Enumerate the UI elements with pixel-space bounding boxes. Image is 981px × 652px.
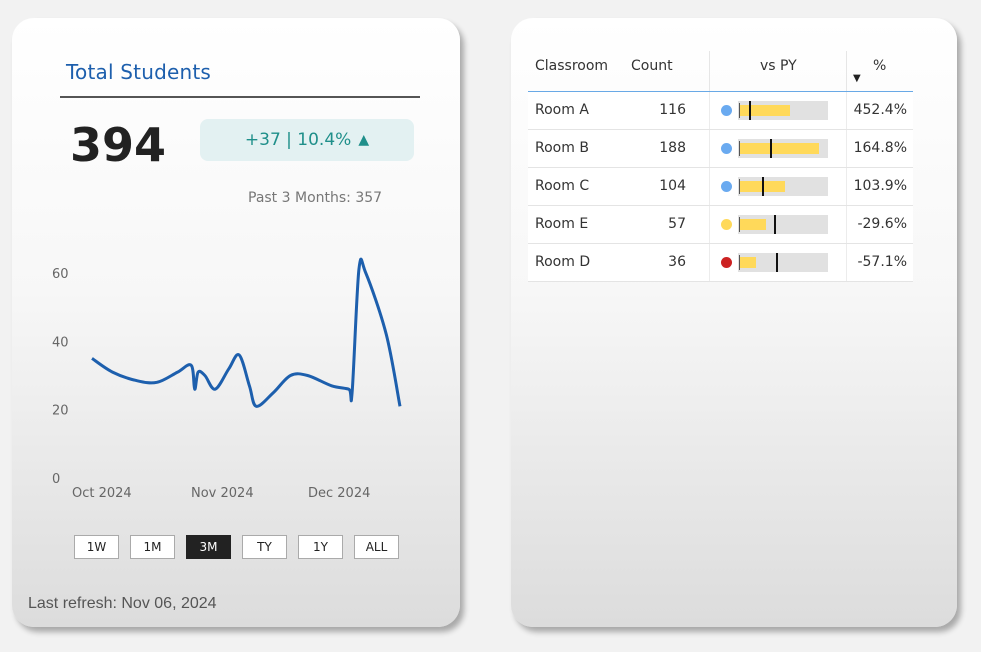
bullet-target-marker [776, 253, 779, 272]
status-dot-icon [721, 219, 732, 230]
bullet-target-marker [774, 215, 777, 234]
status-dot-icon [721, 257, 732, 268]
past-period-text: Past 3 Months: 357 [248, 190, 383, 206]
bullet-target-marker [748, 101, 751, 120]
range-button-3m[interactable]: 3M [186, 535, 231, 559]
bullet-target-marker [761, 177, 764, 196]
room-percent: 452.4% [853, 102, 907, 118]
table-row[interactable]: Room B 188 164.8% [528, 130, 913, 168]
x-tick-label: Nov 2024 [191, 486, 254, 501]
range-button-1w[interactable]: 1W [74, 535, 119, 559]
column-divider [846, 244, 847, 281]
header-divider [709, 51, 710, 91]
change-text: +37 | 10.4% [244, 130, 352, 150]
y-tick-label: 0 [52, 472, 60, 487]
table-row[interactable]: Room C 104 103.9% [528, 168, 913, 206]
room-percent: -57.1% [857, 254, 907, 270]
bullet-baseline [739, 141, 740, 156]
column-divider [709, 92, 710, 129]
time-range-selector: 1W 1M 3M TY 1Y ALL [74, 535, 399, 559]
bullet-actual-fill [740, 105, 790, 116]
bullet-actual-fill [740, 219, 766, 230]
bullet-actual-fill [740, 143, 820, 154]
vs-py-bullet-bar [738, 215, 828, 234]
room-name: Room A [535, 102, 589, 118]
status-dot-icon [721, 181, 732, 192]
column-divider [846, 168, 847, 205]
bullet-baseline [739, 103, 740, 118]
room-name: Room E [535, 216, 589, 232]
column-divider [709, 206, 710, 243]
vs-py-bullet-bar [738, 253, 828, 272]
bullet-baseline [739, 217, 740, 232]
room-count: 116 [659, 102, 686, 118]
column-divider [846, 92, 847, 129]
range-button-ty[interactable]: TY [242, 535, 287, 559]
room-percent: -29.6% [857, 216, 907, 232]
table-row[interactable]: Room A 116 452.4% [528, 92, 913, 130]
header-percent[interactable]: % [873, 58, 887, 74]
classroom-table: Classroom Count vs PY % ▼ Room A 116 452.4… [528, 51, 913, 282]
title-divider [60, 96, 420, 98]
up-arrow-icon: ▲ [358, 132, 370, 148]
header-divider [846, 51, 847, 91]
header-count[interactable]: Count [631, 58, 673, 74]
range-button-all[interactable]: ALL [354, 535, 399, 559]
status-dot-icon [721, 143, 732, 154]
vs-py-bullet-bar [738, 101, 828, 120]
x-tick-label: Dec 2024 [308, 486, 370, 501]
y-tick-label: 20 [52, 404, 69, 419]
room-percent: 103.9% [853, 178, 907, 194]
vs-py-bullet-bar [738, 139, 828, 158]
last-refresh-text: Last refresh: Nov 06, 2024 [28, 595, 217, 612]
room-count: 36 [668, 254, 686, 270]
change-badge: +37 | 10.4% ▲ [200, 119, 414, 161]
trend-line-chart: 0 20 40 60 Oct 2024 Nov 2024 Dec 2024 [52, 257, 402, 501]
room-name: Room D [535, 254, 591, 270]
column-divider [846, 206, 847, 243]
card-title: Total Students [66, 60, 212, 84]
student-count-series-line [91, 257, 402, 408]
room-count: 188 [659, 140, 686, 156]
vs-py-bullet-bar [738, 177, 828, 196]
classroom-table-card: Classroom Count vs PY % ▼ Room A 116 452.4… [511, 18, 957, 627]
y-tick-label: 40 [52, 335, 69, 350]
table-row[interactable]: Room D 36 -57.1% [528, 244, 913, 282]
range-button-1m[interactable]: 1M [130, 535, 175, 559]
header-classroom[interactable]: Classroom [535, 58, 609, 74]
room-count: 57 [668, 216, 686, 232]
column-divider [709, 168, 710, 205]
column-divider [846, 130, 847, 167]
room-name: Room B [535, 140, 589, 156]
room-percent: 164.8% [853, 140, 907, 156]
table-body: Room A 116 452.4% Room B 188 164.8% Room C 104 1… [528, 92, 913, 282]
room-name: Room C [535, 178, 590, 194]
x-tick-label: Oct 2024 [72, 486, 132, 501]
bullet-target-marker [770, 139, 773, 158]
sort-descending-icon[interactable]: ▼ [853, 73, 861, 84]
bullet-baseline [739, 255, 740, 270]
table-header: Classroom Count vs PY % ▼ [528, 51, 913, 92]
bullet-baseline [739, 179, 740, 194]
column-divider [709, 130, 710, 167]
header-vs-py[interactable]: vs PY [760, 58, 797, 74]
room-count: 104 [659, 178, 686, 194]
table-row[interactable]: Room E 57 -29.6% [528, 206, 913, 244]
kpi-value: 394 [70, 118, 167, 172]
total-students-card: Total Students 394 +37 | 10.4% ▲ Past 3 … [12, 18, 460, 627]
column-divider [709, 244, 710, 281]
status-dot-icon [721, 105, 732, 116]
y-tick-label: 60 [52, 267, 69, 282]
range-button-1y[interactable]: 1Y [298, 535, 343, 559]
bullet-actual-fill [740, 257, 757, 268]
